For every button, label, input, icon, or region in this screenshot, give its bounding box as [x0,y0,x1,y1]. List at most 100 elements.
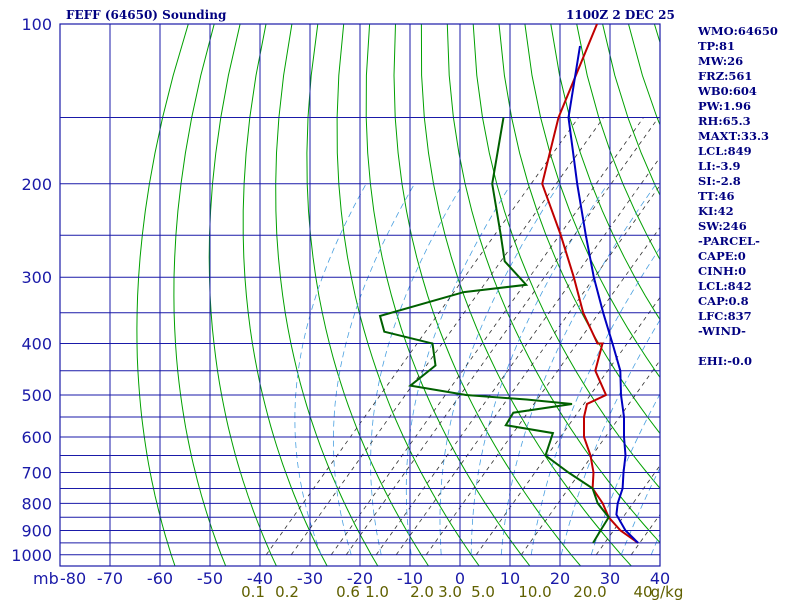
mixing-ratio-line [425,226,660,555]
pressure-tick-label: 800 [21,494,52,513]
mixing-ratio-line [475,296,660,555]
dry-adiabat [275,24,379,566]
pressure-tick-label: 100 [21,15,52,34]
dry-adiabat [524,24,660,379]
mixing-ratio-label: 2.0 [410,583,434,600]
sounding-index: -WIND- [698,324,746,338]
pressure-axis: 100 200 300 400 500 600 700 800 900 1000 [11,15,52,565]
sounding-index: SW:246 [698,219,747,233]
temperature-tick-label: -50 [197,569,223,588]
dry-adiabat [365,24,531,566]
temperature-tick-label: -70 [97,569,123,588]
moist-adiabat [332,183,415,555]
sounding-index: CAPE:0 [698,249,746,263]
temperature-trace [541,24,639,544]
moist-adiabat [470,183,609,555]
sounding-index: WB0:604 [698,84,757,98]
sounding-index: RH:65.3 [698,114,751,128]
moist-adiabat [530,247,660,555]
mixing-ratio-line [595,464,660,555]
mixing-ratio-line [375,156,660,555]
mixing-ratio-label: 0.2 [275,583,299,600]
sounding-index: LFC:837 [698,309,752,323]
mixing-ratio-line [265,117,579,555]
sounding-index [698,339,778,354]
sounding-index: TP:81 [698,39,736,53]
dry-adiabat [136,24,189,566]
temperature-axis: mb -80 -70 -60 -50 -40 -30 -20 -10 0 10 20 30 40 [33,569,670,588]
temperature-tick-label: 10 [500,569,520,588]
moist-adiabat [620,467,660,555]
sounding-traces [378,24,639,544]
x-axis-prefix: mb [33,569,59,588]
dry-adiabat [498,24,660,435]
pressure-tick-label: 400 [21,335,52,354]
temperature-tick-label: -10 [397,569,423,588]
mixing-ratio-axis: 0.1 0.2 0.6 1.0 2.0 3.0 5.0 10.0 20.0 40g/kg [241,583,683,600]
mixing-ratio-line [330,117,644,555]
sounding-index: LCL:849 [698,144,752,158]
pressure-tick-label: 600 [21,428,52,447]
dry-adiabat-lines [136,24,800,566]
mixing-ratio-lines [265,117,660,555]
chart-title: FEFF (64650) Sounding [66,8,227,22]
pressure-tick-label: 700 [21,464,52,483]
moist-adiabat [500,183,657,555]
pressure-tick-label: 300 [21,268,52,287]
parcel-trace [567,45,639,544]
mixing-ratio-label: 0.1 [241,583,265,600]
temperature-tick-label: 20 [550,569,570,588]
mixing-ratio-line [395,184,660,555]
pressure-temperature-grid [59,23,661,567]
dry-adiabat [472,24,660,490]
dry-adiabat [242,24,328,566]
dewpoint-trace [378,117,610,544]
mixing-ratio-line [345,117,659,555]
sounding-index: KI:42 [698,204,734,218]
mixing-ratio-label: 1.0 [365,583,389,600]
dry-adiabat [173,24,227,566]
sounding-index: TT:46 [698,189,735,203]
moist-adiabat [590,393,660,555]
temperature-tick-label: -30 [297,569,323,588]
sounding-index: WMO:64650 [698,24,778,38]
dry-adiabat [576,24,660,261]
mixing-ratio-label: 3.0 [438,583,462,600]
sounding-index: LCL:842 [698,279,752,293]
temperature-tick-label: 40 [650,569,670,588]
moist-adiabat [294,183,367,555]
moist-adiabat [370,183,464,555]
observation-time: 1100Z 2 DEC 25 [566,8,675,22]
dry-adiabat [784,24,800,566]
mixing-ratio-label: 20.0 [573,583,606,600]
mixing-ratio-label: 10.0 [518,583,551,600]
temperature-tick-label: -20 [347,569,373,588]
mixing-ratio-label: g/kg [651,583,684,600]
sounding-index: MW:26 [698,54,744,68]
mixing-ratio-line [520,359,660,555]
mixing-ratio-line [290,117,604,555]
mixing-ratio-label: 0.6 [336,583,360,600]
sounding-index: PW:1.96 [698,99,752,113]
temperature-tick-label: -40 [247,569,273,588]
sounding-index: LI:-3.9 [698,159,741,173]
temperature-tick-label: -60 [147,569,173,588]
dry-adiabat [306,24,429,566]
dry-adiabat [336,24,480,566]
moist-adiabat [405,183,512,555]
pressure-tick-label: 1000 [11,546,52,565]
temperature-tick-label: 0 [455,569,465,588]
pressure-tick-label: 900 [21,521,52,540]
sounding-index: MAXT:33.3 [698,129,769,143]
dry-adiabat [393,24,581,566]
sounding-index: SI:-2.8 [698,174,741,188]
sounding-index: FRZ:561 [698,69,753,83]
mixing-ratio-label: 40 [633,583,652,600]
sounding-indices-panel: WMO:64650 TP:81 MW:26 FRZ:561 WB0:604 PW:1.96… [698,24,778,369]
sounding-index: CINH:0 [698,264,747,278]
sounding-index: -PARCEL- [698,234,760,248]
sounding-index: EHI:-0.0 [698,354,753,368]
pressure-tick-label: 500 [21,386,52,405]
dry-adiabat [208,24,277,566]
